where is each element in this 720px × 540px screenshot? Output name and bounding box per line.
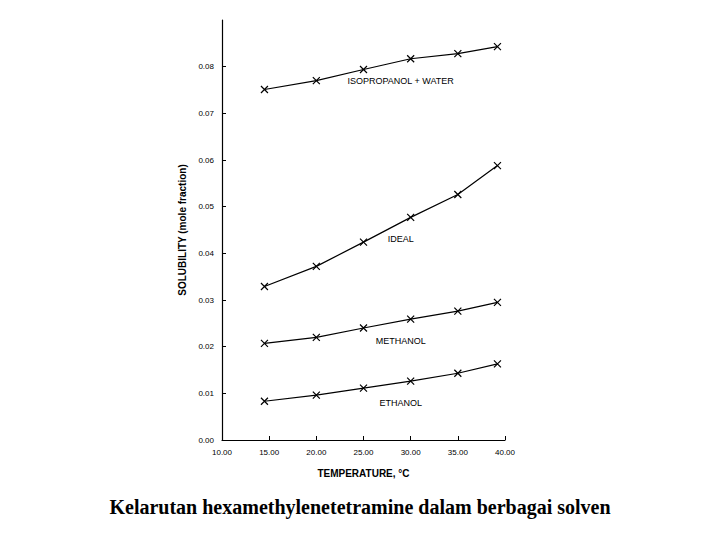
svg-text:10.00: 10.00 [212,448,233,457]
svg-text:METHANOL: METHANOL [376,336,426,346]
svg-text:0.01: 0.01 [198,389,214,398]
svg-text:0.06: 0.06 [198,156,214,165]
svg-text:20.00: 20.00 [306,448,327,457]
svg-text:0.05: 0.05 [198,202,214,211]
svg-text:0.00: 0.00 [198,436,214,445]
svg-text:Kelarutan hexamethylenetetrami: Kelarutan hexamethylenetetramine dalam b… [109,496,610,519]
svg-text:15.00: 15.00 [259,448,280,457]
svg-text:SOLUBILITY (mole fraction): SOLUBILITY (mole fraction) [177,164,188,296]
svg-text:0.02: 0.02 [198,342,214,351]
svg-text:0.03: 0.03 [198,296,214,305]
svg-text:ETHANOL: ETHANOL [379,398,422,408]
svg-text:35.00: 35.00 [448,448,469,457]
svg-text:0.07: 0.07 [198,109,214,118]
svg-text:0.04: 0.04 [198,249,214,258]
svg-text:IDEAL: IDEAL [388,234,414,244]
svg-text:0.08: 0.08 [198,62,214,71]
svg-text:40.00: 40.00 [495,448,516,457]
svg-text:ISOPROPANOL + WATER: ISOPROPANOL + WATER [348,76,455,86]
svg-text:TEMPERATURE, °C: TEMPERATURE, °C [317,468,409,479]
svg-text:25.00: 25.00 [353,448,374,457]
svg-text:30.00: 30.00 [401,448,422,457]
